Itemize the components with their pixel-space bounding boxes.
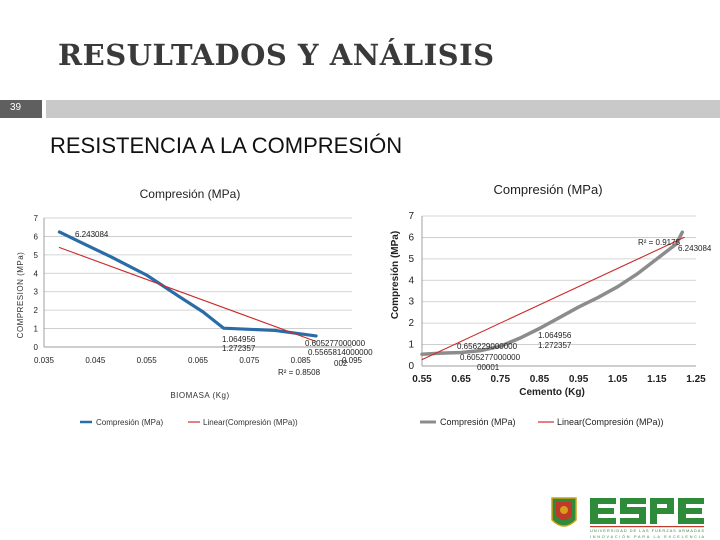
y-tick-label: 3 <box>34 288 39 297</box>
data-label-1: 1.064956 <box>222 335 256 344</box>
data-label-3: 0.656229000000 <box>457 342 518 351</box>
x-tick-label: 0.75 <box>491 374 511 385</box>
data-label-2: 1.272357 <box>538 341 572 350</box>
chart-title: Compresión (MPa) <box>140 187 241 201</box>
y-tick-label: 0 <box>34 343 39 352</box>
y-axis-label: Compresión (MPa) <box>390 231 401 319</box>
section-heading: RESISTENCIA A LA COMPRESIÓN <box>50 133 403 158</box>
x-tick-label: 0.085 <box>291 356 312 365</box>
x-tick-label: 0.85 <box>530 374 550 385</box>
x-tick-label: 1.25 <box>686 374 706 385</box>
data-label-2: 1.272357 <box>222 344 256 353</box>
y-tick-label: 1 <box>408 340 414 351</box>
y-tick-label: 4 <box>408 275 414 286</box>
data-label-3: 0.605277000000 <box>305 339 366 348</box>
legend: Compresión (MPa) Linear(Compresión (MPa)… <box>420 417 664 427</box>
r-squared-label: R² = 0.9175 <box>638 238 681 247</box>
y-tick-label: 6 <box>34 232 39 241</box>
legend-series: Compresión (MPa) <box>96 418 163 427</box>
y-tick-label: 2 <box>408 318 414 329</box>
r-squared-label: R² = 0.8508 <box>278 368 321 377</box>
legend-trendline: Linear(Compresión (MPa)) <box>203 418 298 427</box>
legend-trendline: Linear(Compresión (MPa)) <box>557 417 664 427</box>
data-label-5: 00001 <box>477 363 500 372</box>
logo-tagline-2: INNOVACIÓN PARA LA EXCELENCIA <box>590 534 704 539</box>
data-label-4: 0.605277000000 <box>460 353 521 362</box>
x-tick-label: 1.15 <box>647 374 667 385</box>
x-tick-label: 0.035 <box>34 356 55 365</box>
espe-logo: UNIVERSIDAD DE LAS FUERZAS ARMADAS INNOV… <box>551 497 704 539</box>
y-tick-label: 2 <box>34 306 39 315</box>
y-tick-label: 5 <box>408 254 414 265</box>
chart-biomasa: Compresión (MPa) 0.035 0.045 0.055 0.065 0.0… <box>16 187 373 427</box>
y-tick-label: 7 <box>408 211 414 222</box>
chart-cemento: Compresión (MPa) 0.55 0.65 0.75 0.85 0.95 1.0… <box>390 182 712 427</box>
series-line <box>57 230 318 338</box>
chart-title: Compresión (MPa) <box>493 182 602 197</box>
x-axis-label: Cemento (Kg) <box>519 387 585 398</box>
data-label-max: 6.243084 <box>678 244 712 253</box>
x-tick-label: 0.045 <box>85 356 106 365</box>
x-tick-label: 1.05 <box>608 374 628 385</box>
logo-wordmark <box>590 498 704 524</box>
y-tick-label: 7 <box>34 214 39 223</box>
trendline <box>58 246 317 343</box>
slide-number-bar <box>0 100 42 118</box>
legend-series: Compresión (MPa) <box>440 417 516 427</box>
data-label-5: 002 <box>334 359 348 368</box>
data-label-max: 6.243084 <box>75 230 109 239</box>
x-tick-label: 0.075 <box>239 356 260 365</box>
y-tick-label: 6 <box>408 232 414 243</box>
series-line <box>420 230 685 356</box>
header-bar <box>46 100 720 118</box>
y-tick-label: 5 <box>34 251 39 260</box>
x-tick-label: 0.95 <box>569 374 589 385</box>
data-label-4: 0.5565814000000 <box>308 348 373 357</box>
x-tick-label: 0.55 <box>412 374 432 385</box>
legend: Compresión (MPa) Linear(Compresión (MPa)… <box>80 418 298 427</box>
y-tick-label: 4 <box>34 269 39 278</box>
logo-tagline-1: UNIVERSIDAD DE LAS FUERZAS ARMADAS <box>590 528 704 533</box>
y-tick-label: 1 <box>34 325 39 334</box>
slide-number: 39 <box>10 102 22 113</box>
y-tick-label: 3 <box>408 297 414 308</box>
data-label-1: 1.064956 <box>538 331 572 340</box>
x-tick-label: 0.095 <box>342 356 363 365</box>
x-tick-label: 0.065 <box>188 356 209 365</box>
trendline <box>421 236 685 361</box>
x-axis-label: BIOMASA (Kg) <box>170 391 229 400</box>
y-axis-label: COMPRESION (MPa) <box>16 252 25 339</box>
x-tick-label: 0.65 <box>451 374 471 385</box>
slide-title: RESULTADOS Y ANÁLISIS <box>58 38 495 72</box>
x-tick-label: 0.055 <box>137 356 158 365</box>
y-tick-label: 0 <box>408 361 414 372</box>
